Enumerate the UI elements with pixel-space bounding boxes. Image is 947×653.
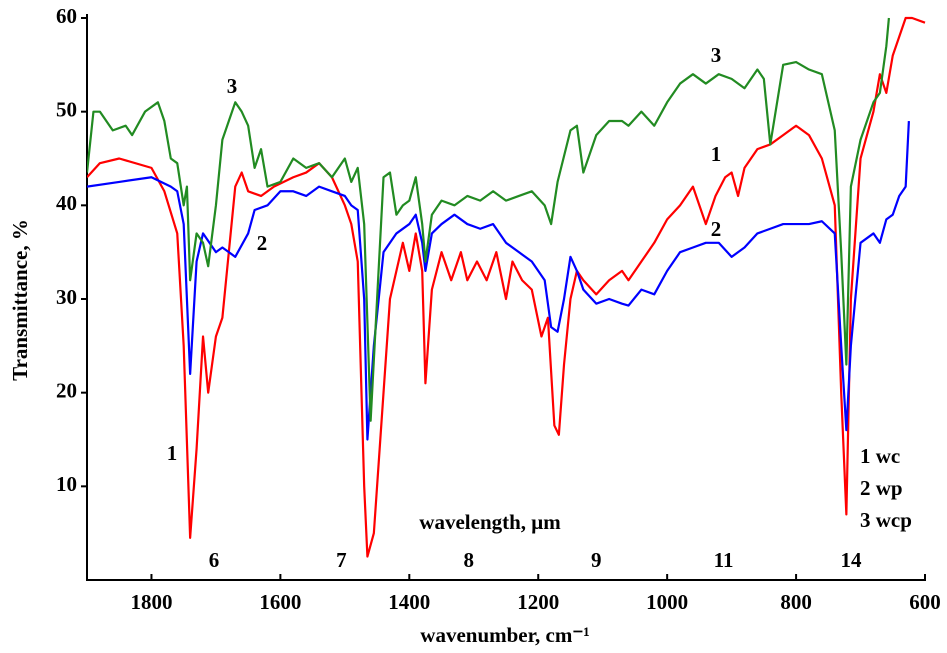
- x-tick-label: 800: [780, 590, 812, 614]
- y-tick-label: 50: [56, 97, 77, 121]
- x2-tick-label: 11: [714, 548, 734, 572]
- spectrum-line: [87, 17, 890, 422]
- y-tick-label: 20: [56, 378, 77, 402]
- x2-tick-label: 9: [591, 548, 602, 572]
- legend-entry: 2 wp: [860, 476, 903, 500]
- y-tick-label: 40: [56, 191, 77, 215]
- x2-axis-title: wavelength, μm: [419, 510, 561, 534]
- spectrum-line: [87, 120, 910, 441]
- x-tick-label: 1600: [259, 590, 301, 614]
- x2-tick-label: 6: [209, 548, 220, 572]
- spectrum-line: [87, 16, 926, 558]
- legend-entry: 1 wc: [860, 444, 900, 468]
- curve-label: 3: [711, 43, 722, 67]
- curve-label: 2: [257, 231, 268, 255]
- x2-tick-label: 8: [464, 548, 475, 572]
- x-tick-label: 1000: [646, 590, 688, 614]
- curve-label: 3: [227, 74, 238, 98]
- y-tick-label: 30: [56, 285, 77, 309]
- x2-tick-label: 7: [336, 548, 347, 572]
- curve-label: 2: [711, 217, 722, 241]
- plot-area: [87, 16, 926, 558]
- y-tick-label: 60: [56, 4, 77, 28]
- y-axis-title: Transmittance, %: [8, 219, 32, 381]
- x-tick-label: 1400: [388, 590, 430, 614]
- x-tick-label: 600: [909, 590, 941, 614]
- curve-label: 1: [167, 441, 178, 465]
- y-tick-label: 10: [56, 472, 77, 496]
- x-tick-label: 1200: [517, 590, 559, 614]
- legend-entry: 3 wcp: [860, 508, 912, 532]
- x-axis-title: wavenumber, cm⁻¹: [420, 623, 589, 647]
- x2-tick-label: 14: [841, 548, 863, 572]
- x-tick-label: 1800: [130, 590, 172, 614]
- curve-label: 1: [711, 142, 722, 166]
